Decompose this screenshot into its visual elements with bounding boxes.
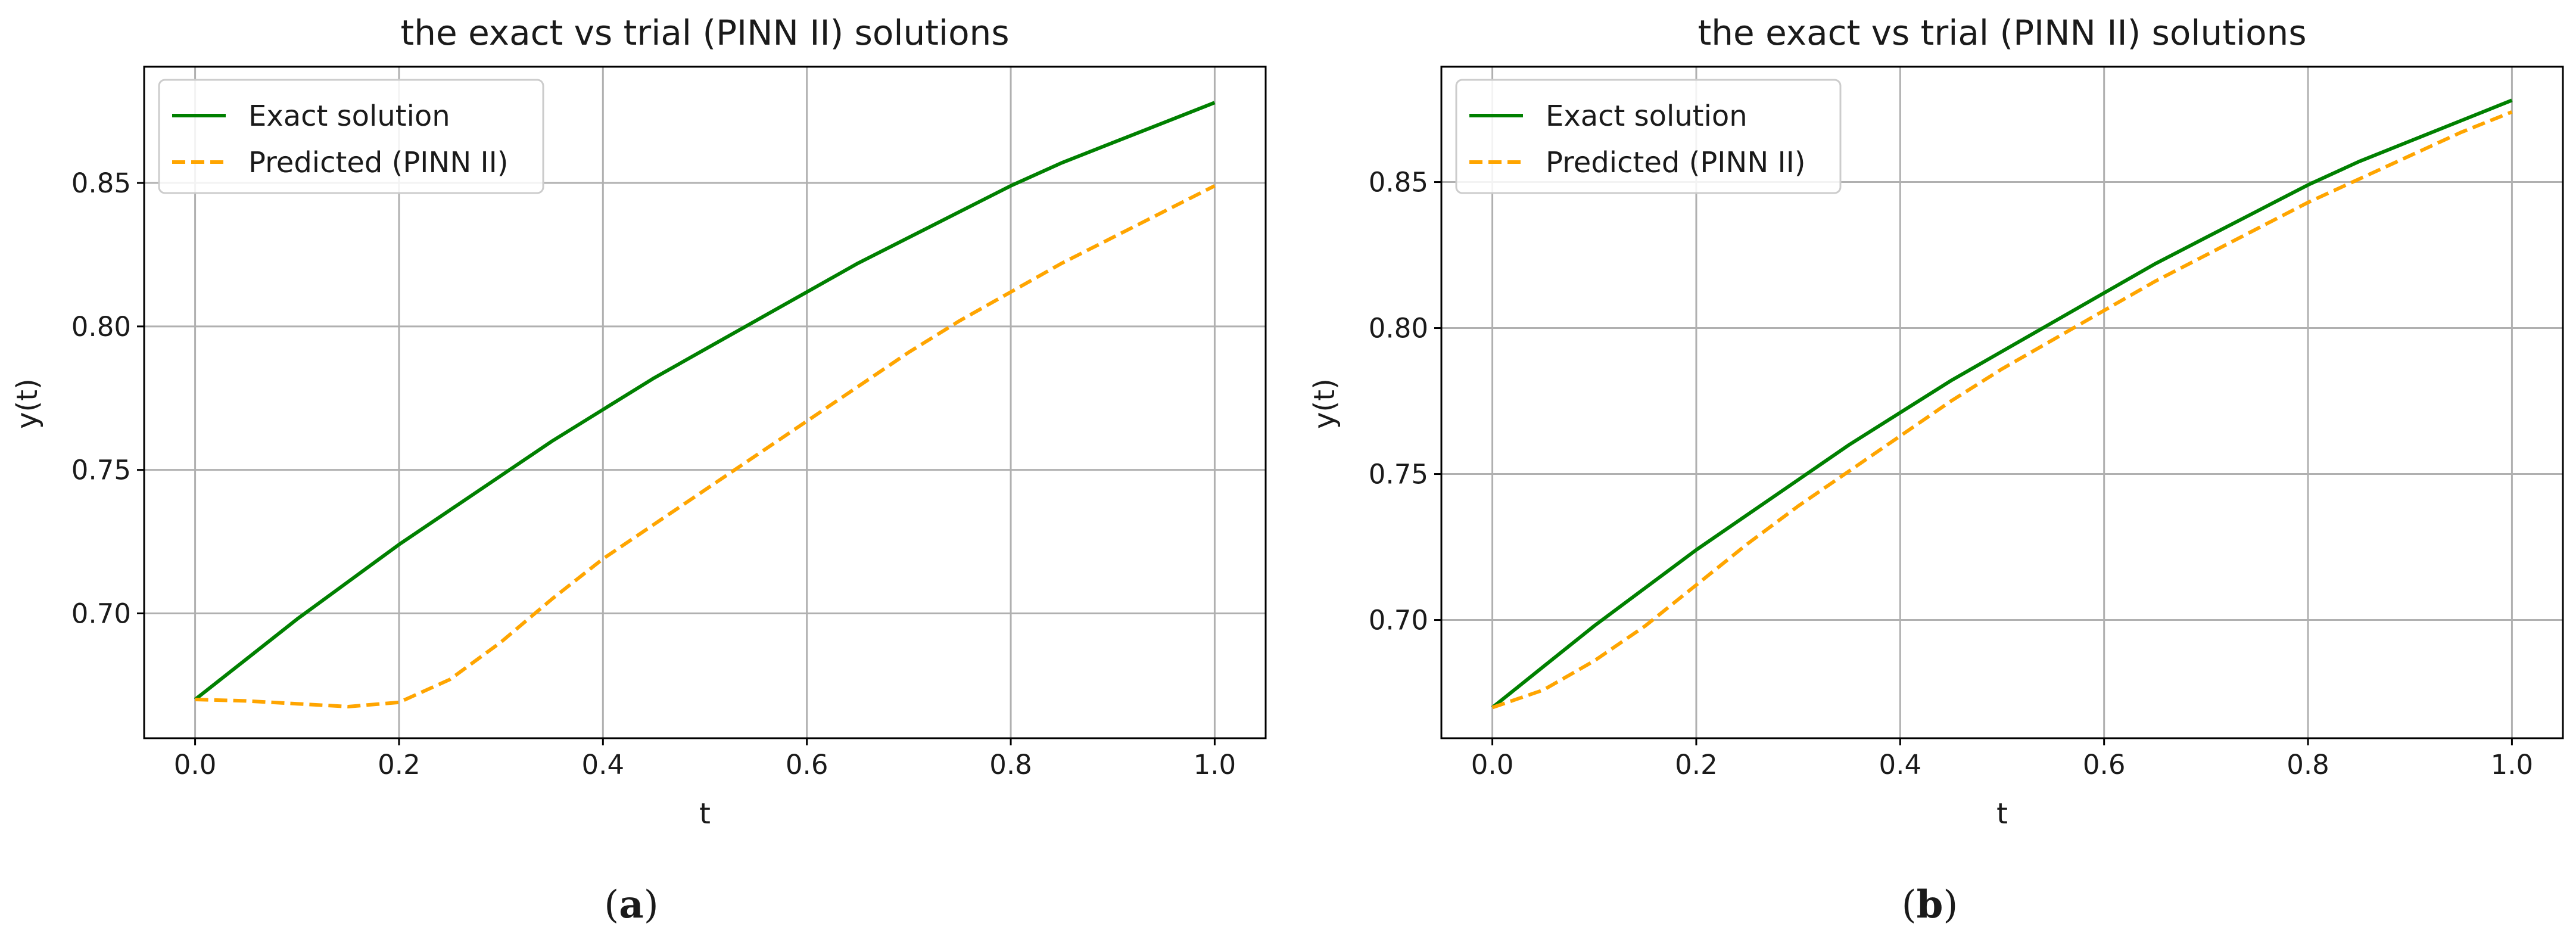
x-axis-label: t (1996, 797, 2008, 831)
x-tick-label: 0.2 (378, 749, 420, 781)
x-tick-label: 0.4 (582, 749, 625, 781)
x-tick-label: 0.2 (1675, 749, 1718, 781)
panel-caption: (a) (604, 882, 658, 927)
x-tick-label: 0.6 (786, 749, 828, 781)
series-line-exact (194, 101, 1216, 701)
x-tick-label: 0.8 (989, 749, 1032, 781)
caption-open-paren: ( (1902, 883, 1917, 927)
caption-open-paren: ( (604, 883, 619, 927)
series-line-predicted (1491, 110, 2513, 710)
legend-label: Predicted (PINN II) (1546, 146, 1806, 179)
chart-title: the exact vs trial (PINN II) solutions (1697, 13, 2306, 53)
y-tick-label: 0.80 (1369, 313, 1428, 344)
legend-box (1455, 79, 1842, 194)
chart-title: the exact vs trial (PINN II) solutions (400, 13, 1009, 53)
x-tick-label: 1.0 (2491, 749, 2534, 781)
plot-frame (1440, 66, 2564, 739)
y-axis-label: y(t) (1308, 378, 1341, 429)
legend-label: Predicted (PINN II) (248, 146, 509, 179)
legend: Exact solution Predicted (PINN II) (158, 79, 544, 194)
legend-label: Exact solution (1546, 100, 1748, 133)
y-tick-label: 0.85 (71, 167, 131, 199)
x-tick-label: 0.0 (1471, 749, 1514, 781)
y-axis-label: y(t) (11, 378, 44, 429)
series-line-predicted (195, 184, 1216, 708)
x-tick-label: 0.6 (2083, 749, 2126, 781)
x-tick-label: 0.8 (2287, 749, 2329, 781)
y-tick-label: 0.70 (1369, 605, 1428, 636)
y-tick-label: 0.80 (71, 311, 131, 343)
y-tick-label: 0.85 (1369, 167, 1428, 198)
caption-close-paren: ) (644, 883, 659, 927)
series-line-exact (1491, 98, 2513, 709)
y-tick-label: 0.75 (71, 455, 131, 486)
y-tick-label: 0.70 (71, 598, 131, 629)
chart-panel-a: 0.0 0.2 0.4 0.6 0.8 1.0 0.70 0.75 0.80 0.85 the ex… (11, 13, 1267, 927)
caption-letter: b (1917, 882, 1943, 927)
chart-panel-b: 0.0 0.2 0.4 0.6 0.8 1.0 0.70 0.75 0.80 0.85 the ex… (1308, 13, 2564, 927)
plot-frame (143, 66, 1267, 739)
panel-caption: (b) (1902, 882, 1958, 927)
caption-close-paren: ) (1943, 883, 1958, 927)
x-tick-label: 1.0 (1194, 749, 1236, 781)
caption-letter: a (619, 882, 643, 927)
y-tick-label: 0.75 (1369, 459, 1428, 490)
x-tick-label: 0.0 (174, 749, 217, 781)
legend-label: Exact solution (248, 100, 450, 133)
legend-box (158, 79, 544, 194)
x-axis-label: t (699, 797, 711, 831)
legend: Exact solution Predicted (PINN II) (1455, 79, 1842, 194)
x-tick-label: 0.4 (1879, 749, 1922, 781)
